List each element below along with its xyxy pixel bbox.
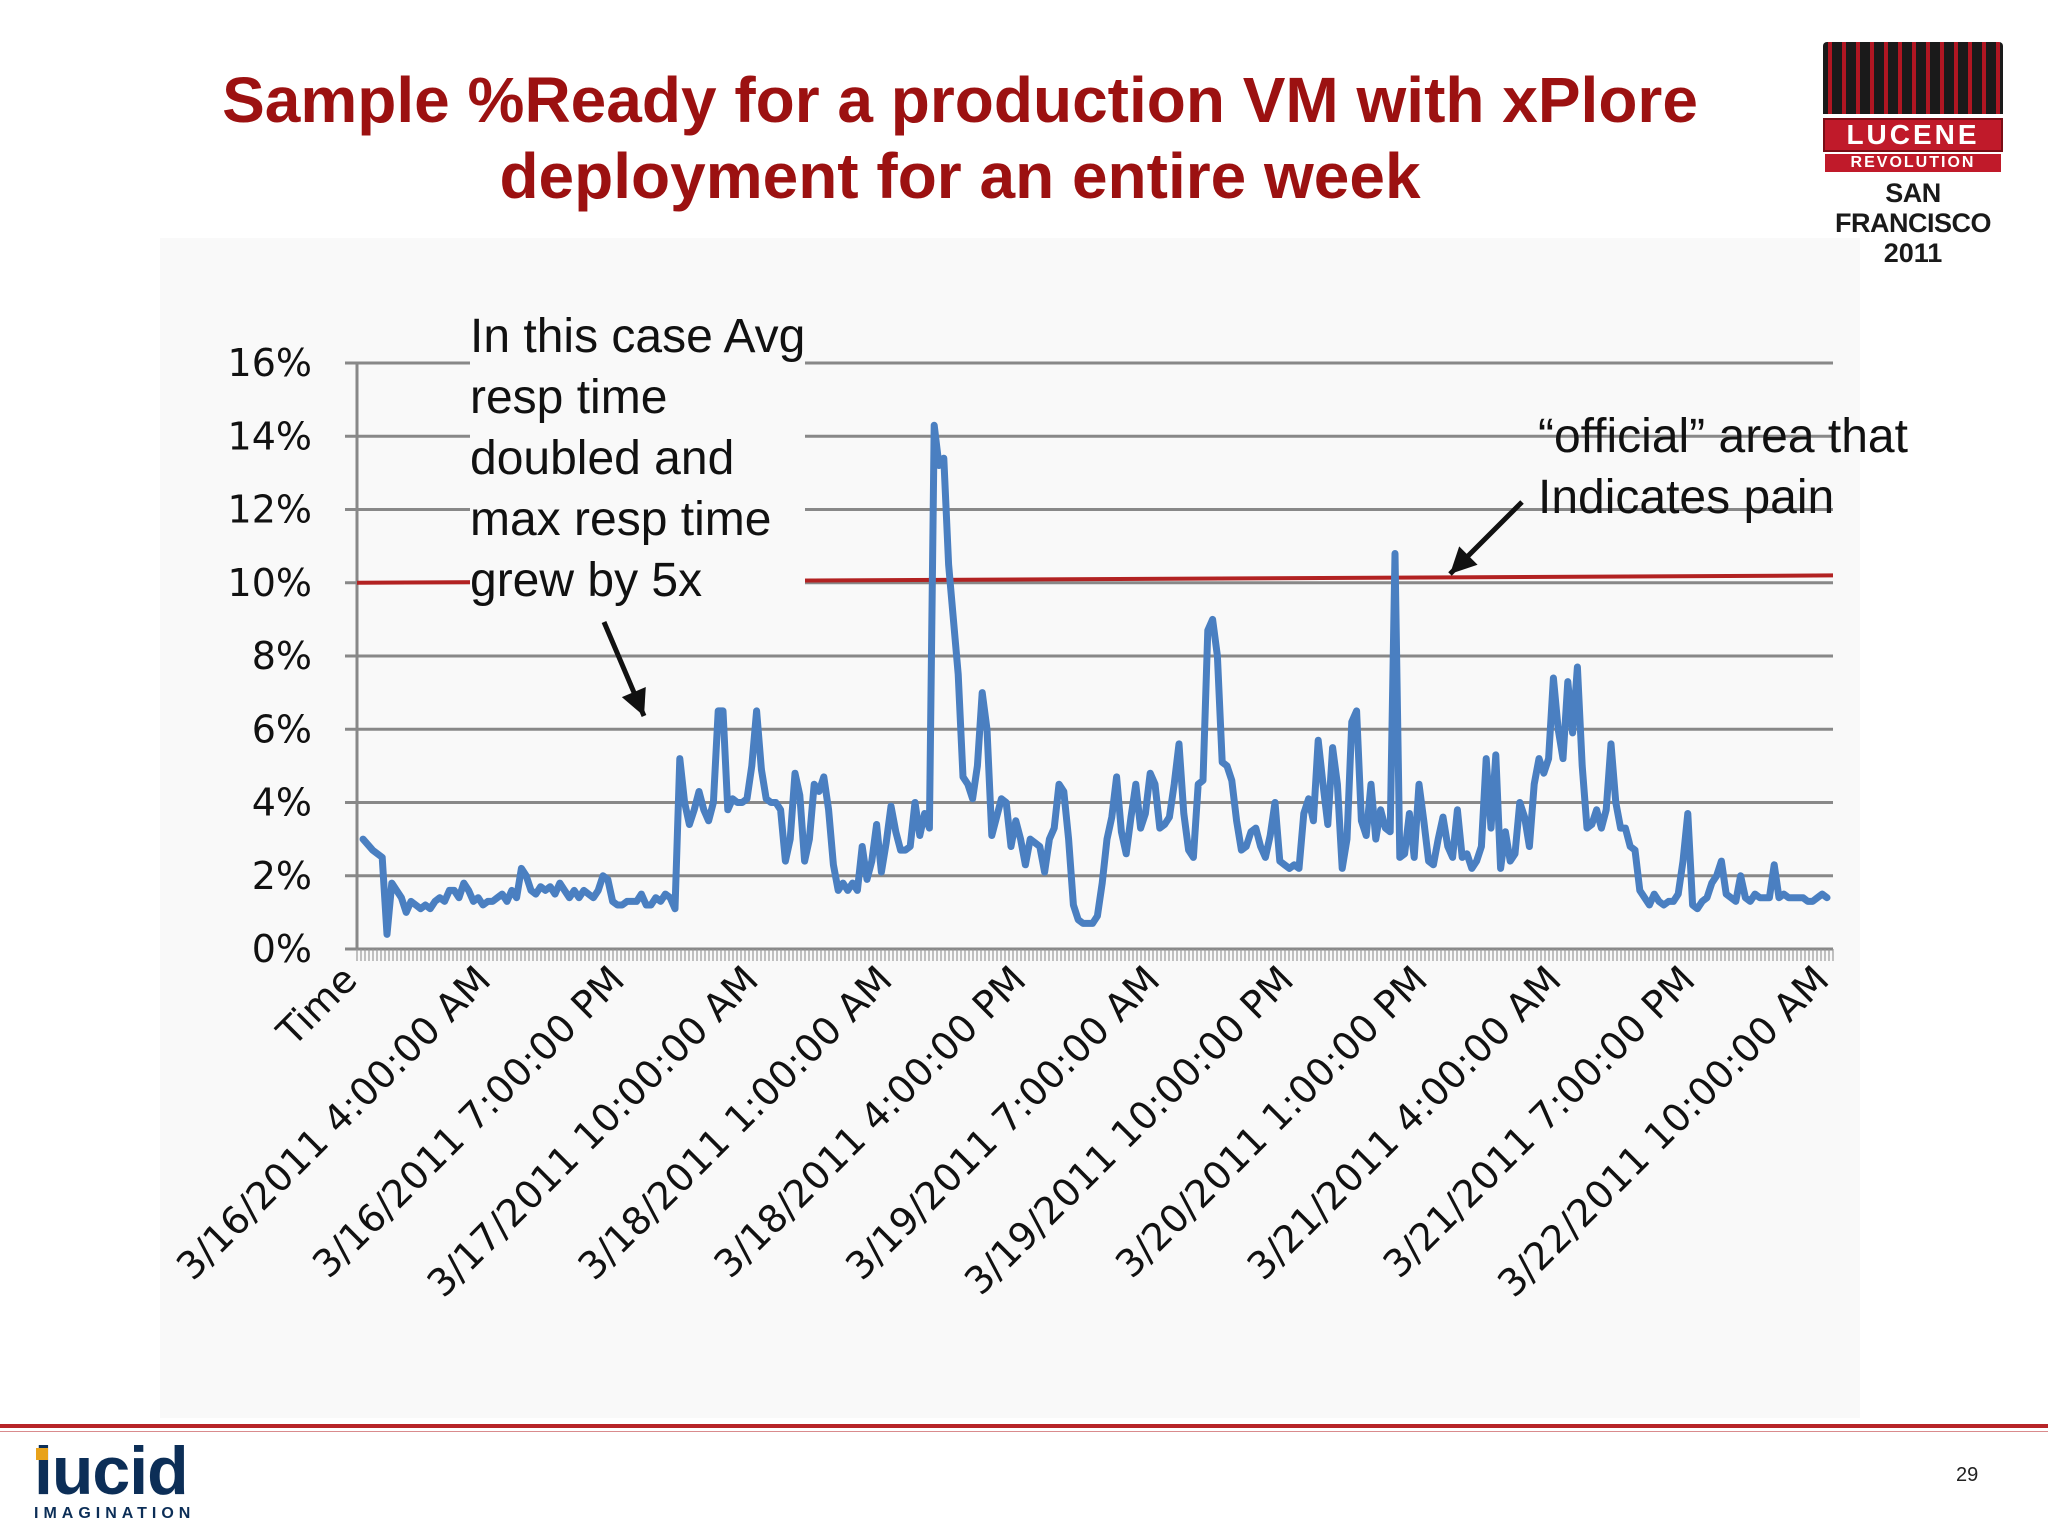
y-tick-label: 8% (252, 634, 312, 678)
y-tick-label: 12% (228, 488, 312, 532)
page-number: 29 (1956, 1464, 1979, 1486)
y-tick-label: 10% (228, 561, 312, 605)
logo-year-text: 2011 (1883, 238, 1943, 268)
annotation-line: doubled and (470, 432, 735, 485)
y-tick-label: 16% (228, 341, 312, 385)
lucid-wordmark: lucid (34, 1433, 189, 1509)
y-tick-label: 6% (252, 707, 312, 751)
slide-title-line-1: Sample %Ready for a production VM with x… (222, 64, 1698, 136)
annotation-line: In this case Avg (470, 310, 806, 363)
logo-lucene-text: LUCENE (1823, 118, 2003, 152)
annotation-line: “official” area that (1538, 410, 1908, 463)
annotation-avg-resp-time: In this case Avg resp time doubled and m… (470, 306, 806, 611)
x-minor-ticks (356, 949, 1834, 961)
series-ready-line (359, 421, 1831, 938)
y-tick-label: 2% (252, 854, 312, 898)
footer-divider-thin (0, 1431, 2048, 1432)
x-tick-label: Time (268, 957, 366, 1055)
annotation-official-area: “official” area that Indicates pain (1538, 406, 1908, 528)
y-tick-label: 14% (228, 414, 312, 458)
lucene-revolution-logo: LUCENE REVOLUTION SAN FRANCISCO 2011 (1822, 42, 2004, 268)
lucid-tagline: IMAGINATION (34, 1505, 196, 1522)
logo-revolution-text: REVOLUTION (1825, 154, 2001, 172)
annotation-line: max resp time (470, 493, 772, 546)
y-tick-label: 4% (252, 781, 312, 825)
lucid-imagination-logo: lucid IMAGINATION (34, 1433, 204, 1522)
arrow-to-threshold-head (1450, 546, 1478, 574)
arrow-to-spike-head (621, 686, 646, 716)
logo-accent-mark (36, 1448, 48, 1460)
slide-title-line-2: deployment for an entire week (499, 140, 1421, 212)
y-tick-label: 0% (252, 927, 312, 971)
annotation-line: grew by 5x (470, 554, 703, 607)
annotation-line: resp time (470, 371, 668, 424)
annotation-line: Indicates pain (1538, 471, 1835, 524)
footer-divider (0, 1424, 2048, 1428)
crowd-graphic (1823, 42, 2003, 114)
logo-city-text: SAN FRANCISCO (1835, 178, 1992, 238)
slide-title: Sample %Ready for a production VM with x… (120, 62, 1800, 214)
